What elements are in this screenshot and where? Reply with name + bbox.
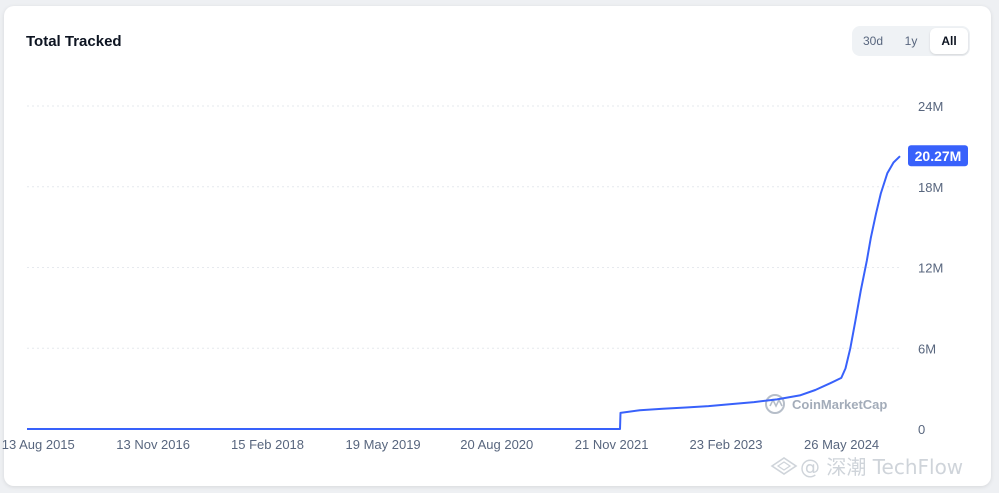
y-tick-label: 6M	[918, 341, 936, 356]
x-tick-label: 19 May 2019	[346, 437, 421, 452]
chart-title: Total Tracked	[26, 33, 122, 50]
x-tick-label: 21 Nov 2021	[575, 437, 649, 452]
x-tick-label: 23 Feb 2023	[690, 437, 763, 452]
techflow-watermark-text: @ 深潮 TechFlow	[800, 455, 963, 479]
coinmarketcap-logo-icon	[765, 394, 785, 414]
range-option-1y[interactable]: 1y	[904, 34, 918, 48]
chart-card	[4, 6, 991, 486]
series-line	[27, 155, 901, 430]
x-axis-ticks: 13 Aug 2015 13 Nov 2016 15 Feb 2018 19 May …	[2, 437, 879, 452]
range-option-all[interactable]: All	[930, 28, 968, 54]
x-tick-label: 15 Feb 2018	[231, 437, 304, 452]
watermark-text: CoinMarketCap	[792, 397, 887, 412]
techflow-logo-icon	[770, 457, 798, 475]
range-selector: 30d 1y All	[852, 26, 970, 56]
y-tick-label: 12M	[918, 261, 943, 276]
y-tick-label: 18M	[918, 180, 943, 195]
grid-lines	[27, 105, 900, 349]
range-option-30d[interactable]: 30d	[862, 34, 884, 48]
y-tick-label: 0	[918, 422, 925, 437]
x-tick-label: 20 Aug 2020	[460, 437, 533, 452]
last-value-text: 20.27M	[915, 148, 962, 164]
y-axis-ticks: 0 6M 12M 18M 24M	[918, 99, 943, 437]
x-tick-label: 13 Aug 2015	[2, 437, 75, 452]
coinmarketcap-watermark: CoinMarketCap	[765, 394, 887, 414]
last-value-box	[908, 145, 968, 167]
last-value-label: 20.27M	[908, 145, 968, 167]
x-tick-label: 13 Nov 2016	[116, 437, 190, 452]
techflow-watermark: @ 深潮 TechFlow	[770, 455, 963, 479]
y-tick-label: 24M	[918, 99, 943, 114]
x-tick-label: 26 May 2024	[804, 437, 879, 452]
